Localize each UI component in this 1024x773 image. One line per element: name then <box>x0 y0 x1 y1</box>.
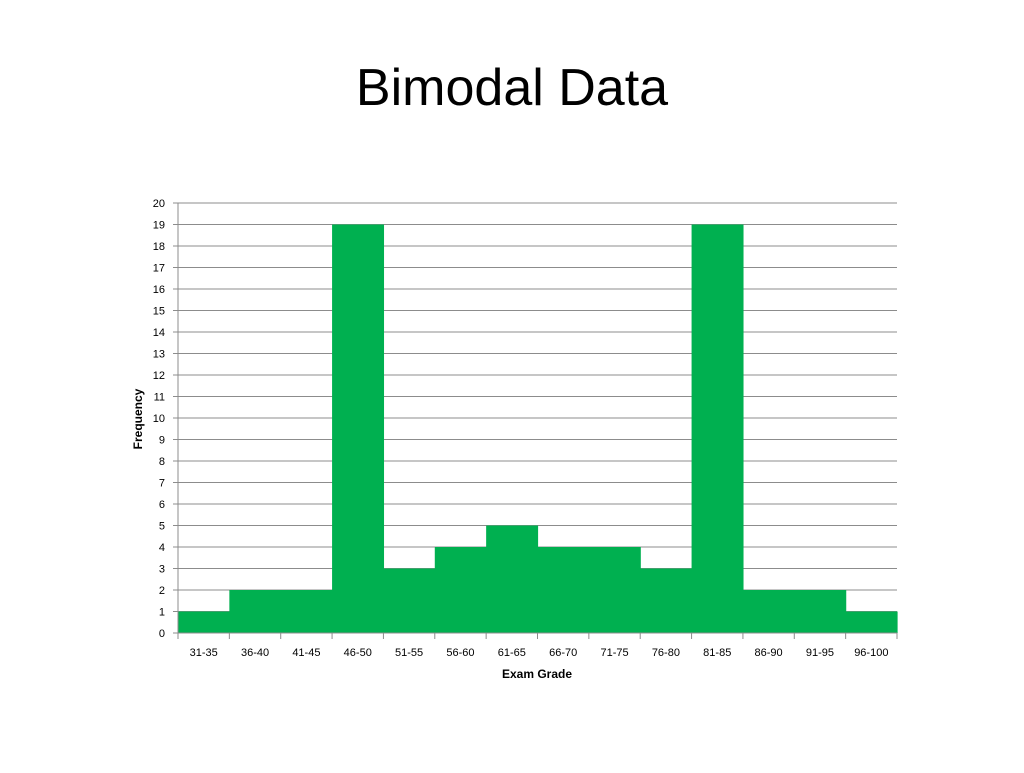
x-tick-label: 66-70 <box>549 647 577 659</box>
bar <box>229 590 282 633</box>
y-tick-label: 11 <box>154 392 165 404</box>
bar <box>434 547 487 633</box>
y-tick-label: 7 <box>159 478 165 490</box>
y-tick-label: 0 <box>159 628 165 640</box>
y-tick-label: 19 <box>153 220 165 232</box>
bar <box>178 611 230 633</box>
x-tick-label: 46-50 <box>344 647 372 659</box>
x-tick-label: 76-80 <box>652 647 680 659</box>
y-tick-label: 5 <box>159 521 165 533</box>
y-tick-label: 4 <box>159 542 165 554</box>
bar <box>691 224 744 633</box>
y-tick-label: 20 <box>153 198 165 210</box>
x-tick-labels: 31-35 36-40 41-45 46-50 51-55 56-60 61-65 66-70… <box>190 647 889 659</box>
bar <box>383 568 436 633</box>
x-tick-label: 31-35 <box>190 647 218 659</box>
y-tick-label: 3 <box>159 564 165 576</box>
y-tick-label: 12 <box>153 370 165 382</box>
x-tick-label: 36-40 <box>241 647 269 659</box>
y-tick-label: 15 <box>153 306 165 318</box>
x-tick-label: 61-65 <box>498 647 526 659</box>
bar <box>640 568 693 633</box>
x-axis-title: Exam Grade <box>502 667 572 681</box>
x-tick-label: 41-45 <box>292 647 320 659</box>
y-tick-label: 8 <box>159 456 165 468</box>
y-tick-label: 16 <box>153 284 165 296</box>
x-tick-label: 56-60 <box>446 647 474 659</box>
x-tick-label: 91-95 <box>806 647 834 659</box>
y-tick-label: 2 <box>159 585 165 597</box>
bar <box>588 547 641 633</box>
y-tick-label: 17 <box>153 263 165 275</box>
gridlines <box>173 202 897 612</box>
y-tick-label: 9 <box>159 435 165 447</box>
bar <box>794 590 847 633</box>
bar <box>280 590 333 633</box>
bar <box>486 525 539 633</box>
axes <box>173 203 898 639</box>
y-tick-label: 18 <box>153 241 165 253</box>
bar <box>332 224 385 633</box>
x-tick-label: 86-90 <box>755 647 783 659</box>
y-tick-label: 13 <box>153 349 165 361</box>
bar <box>845 611 898 633</box>
x-tick-label: 51-55 <box>395 647 423 659</box>
bar <box>537 547 590 633</box>
x-tick-label: 81-85 <box>703 647 731 659</box>
bars <box>178 224 898 633</box>
bar <box>742 590 795 633</box>
x-tick-label: 96-100 <box>854 647 888 659</box>
slide-title: Bimodal Data <box>355 59 669 117</box>
y-tick-label: 10 <box>153 413 165 425</box>
x-tick-label: 71-75 <box>600 647 628 659</box>
y-tick-label: 6 <box>159 499 165 511</box>
y-tick-label: 14 <box>153 327 165 339</box>
y-tick-label: 1 <box>159 607 165 619</box>
y-axis-title: Frequency <box>131 388 145 449</box>
